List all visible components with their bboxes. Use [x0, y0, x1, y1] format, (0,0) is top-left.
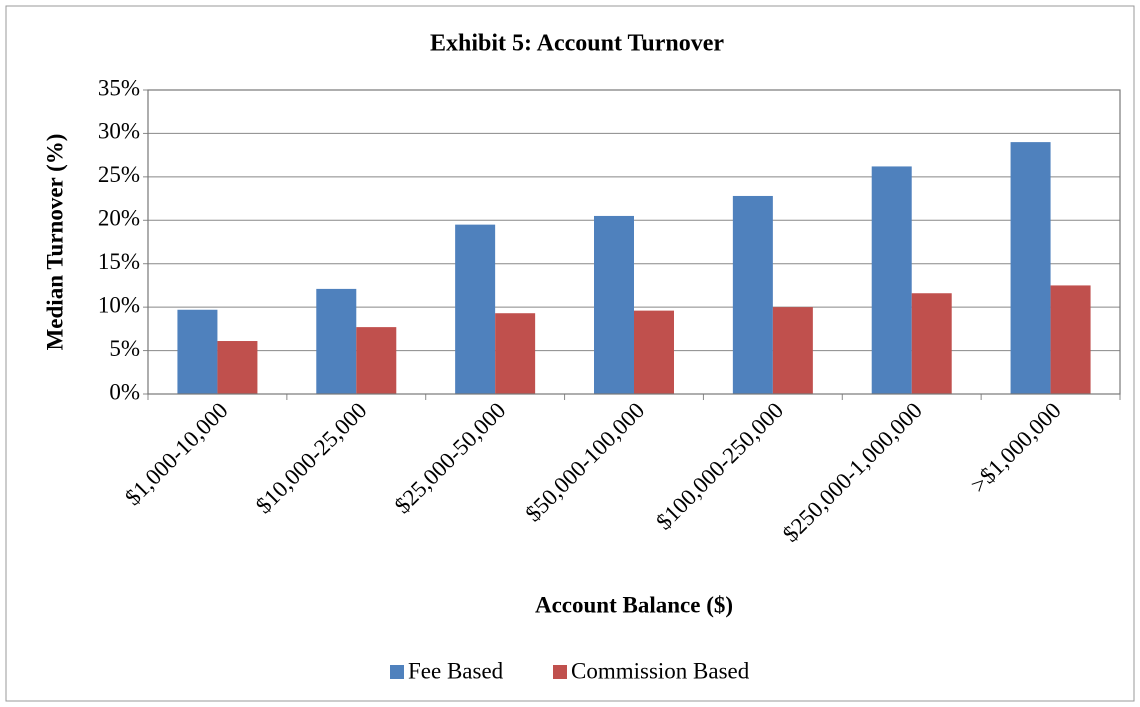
bar — [177, 309, 218, 394]
y-tick-label: 15% — [98, 249, 140, 274]
bar — [356, 327, 397, 394]
bar — [732, 195, 773, 394]
bar — [594, 215, 634, 394]
bar — [316, 288, 357, 394]
y-tick-label: 10% — [98, 292, 140, 317]
legend-swatch — [553, 665, 567, 679]
chart-title: Exhibit 5: Account Turnover — [430, 31, 724, 57]
y-tick-label: 20% — [98, 206, 140, 231]
legend-label: Commission Based — [571, 658, 750, 683]
bar — [455, 224, 496, 394]
bar — [772, 307, 813, 394]
y-tick-label: 0% — [109, 379, 140, 404]
x-axis-title: Account Balance ($) — [535, 592, 733, 617]
plot-border — [147, 89, 1121, 395]
y-tick-label: 25% — [98, 162, 140, 187]
bar — [634, 310, 674, 394]
y-tick-label: 35% — [98, 75, 140, 100]
bar — [217, 341, 258, 394]
bar — [1010, 142, 1051, 394]
y-tick-label: 30% — [98, 119, 140, 144]
legend-label: Fee Based — [408, 658, 504, 683]
bar — [495, 313, 536, 394]
bar — [911, 293, 952, 394]
y-tick-label: 5% — [109, 336, 140, 361]
bar — [1050, 285, 1091, 394]
y-axis-title: Median Turnover (%) — [42, 134, 67, 351]
legend-swatch — [390, 665, 404, 679]
bar — [871, 166, 912, 394]
